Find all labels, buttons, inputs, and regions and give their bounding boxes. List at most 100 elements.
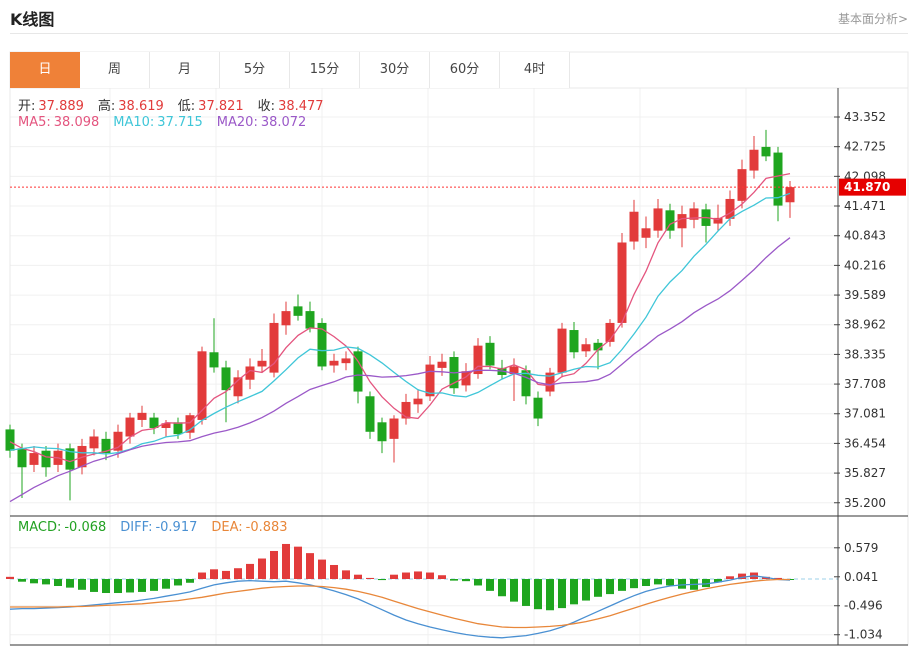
candle-body — [677, 214, 687, 229]
macd-histogram-bar — [522, 579, 530, 606]
candle-body — [761, 146, 771, 157]
price-tick-label: 37.708 — [844, 377, 886, 391]
macd-histogram-bar — [486, 579, 494, 591]
macd-histogram-bar — [702, 579, 710, 588]
candle-body — [185, 415, 195, 433]
candle-body — [785, 187, 795, 203]
candle-body — [773, 152, 783, 206]
candle-body — [509, 366, 519, 375]
title-divider — [10, 33, 908, 34]
macd-histogram-bar — [18, 579, 26, 582]
macd-histogram-bar — [114, 579, 122, 594]
macd-histogram-bar — [318, 559, 326, 579]
candle-body — [557, 328, 567, 373]
candle-body — [173, 422, 183, 435]
macd-histogram-bar — [102, 579, 110, 594]
macd-histogram-bar — [6, 576, 14, 579]
last-price-badge-text: 41.870 — [844, 180, 890, 194]
candle-body — [605, 322, 615, 342]
macd-histogram-bar — [618, 579, 626, 591]
price-tick-label: 37.081 — [844, 407, 886, 421]
open-value: 37.889 — [38, 99, 84, 114]
ma10-label: MA10: — [113, 115, 155, 130]
tab-月[interactable]: 月 — [150, 52, 220, 88]
macd-histogram-bar — [294, 546, 302, 579]
tab-60分[interactable]: 60分 — [430, 52, 500, 88]
macd-histogram-bar — [402, 572, 410, 579]
macd-histogram-bar — [654, 579, 662, 585]
macd-histogram-bar — [570, 579, 578, 605]
price-tick-label: 39.589 — [844, 288, 886, 302]
diff-label: DIFF: — [120, 520, 153, 535]
macd-histogram-bar — [270, 550, 278, 579]
close-label: 收: — [257, 99, 276, 114]
candle-body — [653, 208, 663, 231]
tab-周[interactable]: 周 — [80, 52, 150, 88]
candle-body — [221, 367, 231, 391]
candle-body — [281, 311, 291, 326]
candle-body — [209, 352, 219, 368]
ohlc-readout: 开: 37.889 高: 38.619 低: 37.821 收: 38.477 — [18, 95, 338, 114]
tab-日[interactable]: 日 — [10, 52, 80, 88]
price-tick-label: 42.725 — [844, 140, 886, 154]
price-tick-label: 38.962 — [844, 318, 886, 332]
candle-body — [473, 345, 483, 375]
fundamental-analysis-link[interactable]: 基本面分析> — [837, 12, 908, 26]
macd-histogram-bar — [726, 576, 734, 579]
macd-label: MACD: — [18, 520, 62, 535]
macd-histogram-bar — [198, 572, 206, 579]
high-label: 高: — [97, 99, 116, 114]
panel-border — [9, 51, 909, 646]
candle-body — [101, 438, 111, 454]
tab-30分[interactable]: 30分 — [360, 52, 430, 88]
macd-histogram-bar — [558, 579, 566, 609]
macd-tick-label: 0.579 — [844, 541, 878, 555]
macd-histogram-bar — [498, 579, 506, 597]
candle-body — [233, 377, 243, 397]
macd-histogram-bar — [174, 579, 182, 586]
candle-body — [317, 322, 327, 367]
candle-body — [89, 436, 99, 449]
macd-histogram-bar — [54, 579, 62, 587]
dea-label: DEA: — [211, 520, 243, 535]
macd-histogram-bar — [438, 575, 446, 579]
candle-body — [749, 149, 759, 171]
macd-histogram-bar — [594, 579, 602, 597]
candle-body — [41, 450, 51, 468]
candle-body — [713, 217, 723, 224]
macd-histogram-bar — [510, 579, 518, 602]
high-value: 38.619 — [118, 99, 164, 114]
candle-body — [5, 429, 15, 451]
tab-4时[interactable]: 4时 — [500, 52, 570, 88]
candle-body — [65, 448, 75, 470]
ma20-value: 38.072 — [260, 115, 307, 130]
candle-body — [581, 344, 591, 352]
price-tick-label: 40.216 — [844, 258, 886, 272]
tab-15分[interactable]: 15分 — [290, 52, 360, 88]
candle-body — [113, 431, 123, 451]
macd-histogram-bar — [774, 577, 782, 579]
macd-value: -0.068 — [64, 520, 107, 535]
candle-body — [725, 198, 735, 219]
candle-body — [29, 453, 39, 465]
candle-body — [365, 396, 375, 432]
macd-histogram-bar — [90, 579, 98, 592]
macd-histogram-bar — [162, 579, 170, 589]
candle-body — [305, 311, 315, 329]
candle-body — [521, 370, 531, 397]
macd-histogram-bar — [534, 579, 542, 610]
macd-histogram-bar — [330, 564, 338, 579]
candle-body — [665, 210, 675, 231]
dea-value: -0.883 — [245, 520, 288, 535]
candle-body — [269, 322, 279, 373]
candle-body — [149, 417, 159, 428]
macd-readout: MACD: -0.068 DIFF: -0.917 DEA: -0.883 — [18, 520, 302, 535]
macd-histogram-bar — [42, 579, 50, 585]
ma10-line — [9, 192, 791, 455]
price-tick-label: 43.352 — [844, 110, 886, 124]
ma20-label: MA20: — [216, 115, 258, 130]
tab-5分[interactable]: 5分 — [220, 52, 290, 88]
macd-histogram-bar — [234, 568, 242, 579]
